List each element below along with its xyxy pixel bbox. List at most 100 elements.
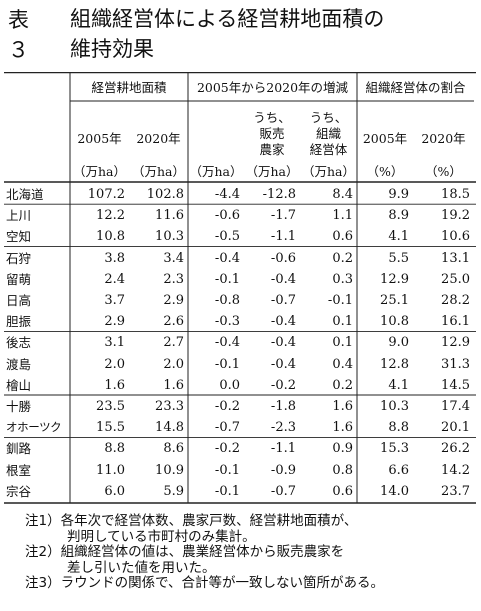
table-cell: -0.1 xyxy=(214,462,240,478)
table-cell: 2.7 xyxy=(163,335,184,351)
row-label: 胆振 xyxy=(6,314,32,330)
table-cell: 2.9 xyxy=(163,293,184,308)
table-cell: 4.1 xyxy=(388,377,409,393)
table-cell: -1.1 xyxy=(270,441,296,457)
column-header: 2020年 xyxy=(136,131,181,146)
table-cell: 102.8 xyxy=(146,187,184,202)
table-cell: 15.5 xyxy=(96,420,125,436)
table-cell: -0.1 xyxy=(214,271,240,287)
unit-label: （万ha） xyxy=(131,164,185,179)
table-cell: 0.1 xyxy=(332,314,353,330)
table-cell: -0.3 xyxy=(214,314,240,330)
table-cell: -0.7 xyxy=(270,483,296,499)
table-cell: 0.8 xyxy=(332,462,353,478)
table-cell: 14.0 xyxy=(380,483,409,499)
column-header: うち、 xyxy=(309,110,348,125)
table-grid xyxy=(4,72,476,504)
row-label: 石狩 xyxy=(6,250,32,266)
table-cell: 4.1 xyxy=(388,229,409,245)
table-cell: 5.5 xyxy=(388,250,409,266)
table-cell: -0.5 xyxy=(214,229,240,245)
table-cell: 1.6 xyxy=(163,377,184,393)
table-cell: 10.8 xyxy=(380,314,409,330)
table-cell: 0.3 xyxy=(332,271,353,287)
table-cell: 10.3 xyxy=(380,399,409,414)
table-cell: 10.9 xyxy=(155,462,184,478)
column-header: うち、 xyxy=(253,110,291,125)
table-cell: -0.7 xyxy=(214,420,240,436)
row-label: 根室 xyxy=(6,462,32,478)
table-cell: 11.6 xyxy=(155,208,184,224)
note-line: 判明している市町村のみ集計。 xyxy=(67,528,256,545)
table-cell: 10.8 xyxy=(96,229,125,245)
table-cell: 8.8 xyxy=(104,441,125,457)
row-label: 釧路 xyxy=(6,441,32,457)
table-cell: 0.9 xyxy=(332,441,353,457)
table-cell: -0.2 xyxy=(270,377,296,393)
table-cell: 8.8 xyxy=(388,420,409,436)
column-header: 2020年 xyxy=(421,131,466,146)
table-cell: 0.2 xyxy=(332,250,353,266)
table-cell: 3.7 xyxy=(104,293,125,308)
table-cell: -0.4 xyxy=(270,356,296,372)
table-cell: 25.0 xyxy=(441,271,470,287)
table-cell: 5.9 xyxy=(163,483,184,499)
column-header: 農家 xyxy=(259,142,285,157)
column-header: 組織 xyxy=(315,126,341,141)
column-header: 販売 xyxy=(259,126,285,141)
row-label: 上川 xyxy=(6,208,32,224)
table-cell: 19.2 xyxy=(441,208,470,224)
table-cell: 8.9 xyxy=(388,208,409,224)
table-cell: 31.3 xyxy=(441,356,470,372)
row-label: 十勝 xyxy=(6,399,32,414)
table-cell: -0.2 xyxy=(214,441,240,457)
column-header: 2005年 xyxy=(77,131,122,146)
table-cell: 2.9 xyxy=(104,314,125,330)
table-number: 表３ xyxy=(8,8,29,62)
table-caption: 組織経営体による経営耕地面積の 維持効果 xyxy=(70,4,384,64)
table-cell: 18.5 xyxy=(441,187,470,202)
table-cell: -0.4 xyxy=(270,335,296,351)
table-cell: 2.6 xyxy=(163,314,184,330)
table-cell: 6.0 xyxy=(104,483,125,499)
table-cell: 9.9 xyxy=(388,187,409,202)
table-cell: 23.7 xyxy=(441,483,470,499)
table-cell: -0.6 xyxy=(214,208,240,224)
table-cell: 3.4 xyxy=(163,250,184,266)
table-cell: 107.2 xyxy=(87,187,125,202)
table-cell: -0.9 xyxy=(270,462,296,478)
note-line: 差し引いた値を用いた。 xyxy=(67,559,216,576)
table-cell: 2.3 xyxy=(163,271,184,287)
table-cell: -12.8 xyxy=(262,187,296,202)
table-cell: 14.8 xyxy=(155,420,184,436)
caption-line-2: 維持効果 xyxy=(70,37,154,61)
table-cell: 6.6 xyxy=(388,462,409,478)
table-cell: 23.3 xyxy=(155,399,184,414)
table-cell: -0.4 xyxy=(214,335,240,351)
table-cell: 25.1 xyxy=(380,293,409,308)
row-label: 留萌 xyxy=(6,271,32,287)
table-cell: -0.7 xyxy=(270,293,296,308)
table-cell: 11.0 xyxy=(96,462,125,478)
group-header: 2005年から2020年の増減 xyxy=(196,80,349,95)
table-cell: -0.6 xyxy=(270,250,296,266)
unit-label: （万ha） xyxy=(72,164,126,179)
row-label: オホーツク xyxy=(6,420,62,435)
table-cell: -2.3 xyxy=(270,420,296,436)
table-cell: 15.3 xyxy=(380,441,409,457)
table-cell: -1.8 xyxy=(270,399,296,414)
table-cell: 14.2 xyxy=(441,462,470,478)
table-cell: 13.1 xyxy=(441,250,470,266)
table-cell: -0.4 xyxy=(214,250,240,266)
table-cell: 20.1 xyxy=(441,420,470,436)
column-header: 経営体 xyxy=(309,142,348,157)
table-cell: 17.4 xyxy=(441,399,470,414)
table-cell: 14.5 xyxy=(441,377,470,393)
caption-line-1: 組織経営体による経営耕地面積の xyxy=(70,7,385,31)
table-cell: 26.2 xyxy=(441,441,470,457)
table-cell: 0.1 xyxy=(332,335,353,351)
table-cell: 16.1 xyxy=(441,314,470,330)
table-cell: 0.4 xyxy=(332,356,353,372)
table-cell: 12.8 xyxy=(380,356,409,372)
table-cell: -0.4 xyxy=(270,314,296,330)
